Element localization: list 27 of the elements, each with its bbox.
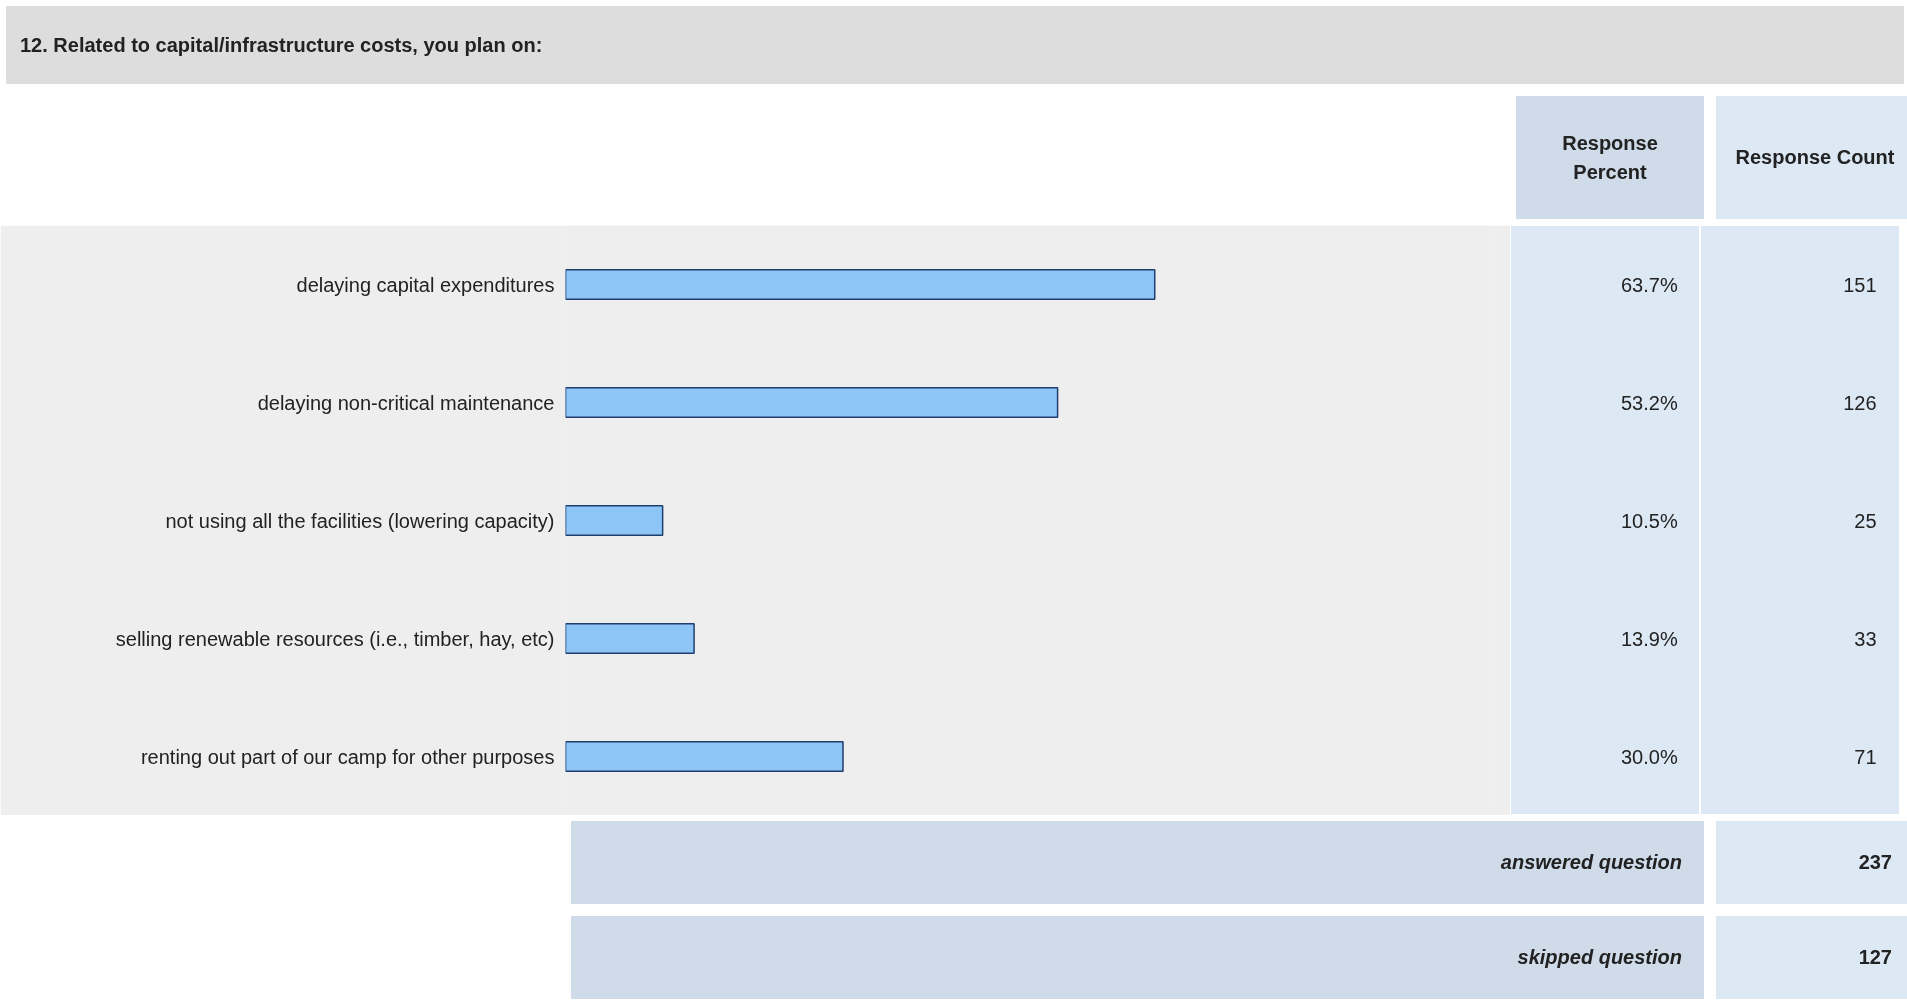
- bar: [565, 623, 695, 654]
- text: 33: [1854, 627, 1877, 650]
- y-tick-label: renting out part of our camp for other purposes: [140, 745, 555, 768]
- y-tick-label: delaying non-critical maintenance: [257, 391, 555, 414]
- text: Response Count: [1735, 145, 1895, 171]
- y-tick-label: not using all the facilities (lowering capacity): [165, 509, 555, 532]
- text: 237: [1858, 850, 1892, 876]
- bar: [565, 269, 1156, 300]
- text: 127: [1858, 945, 1892, 971]
- text: Response Percent: [1561, 130, 1659, 185]
- y-tick-label: delaying capital expenditures: [296, 273, 555, 296]
- data-label: 30.0%: [1620, 745, 1678, 768]
- text: 151: [1843, 273, 1877, 296]
- text: 12. Related to capital/infrastructure costs, you plan on:: [20, 32, 543, 58]
- text: skipped question: [1517, 945, 1682, 971]
- data-label: 13.9%: [1620, 627, 1678, 650]
- data-label: 63.7%: [1620, 273, 1678, 296]
- data-label: 53.2%: [1620, 391, 1678, 414]
- text: answered question: [1500, 850, 1682, 876]
- y-tick-label: selling renewable resources (i.e., timber, hay, etc): [115, 627, 555, 650]
- data-label: 10.5%: [1620, 509, 1678, 532]
- bar: [565, 387, 1059, 418]
- text: 126: [1843, 391, 1877, 414]
- bar: [565, 741, 844, 772]
- text: 71: [1854, 745, 1877, 768]
- text: 25: [1854, 509, 1877, 532]
- bar: [565, 505, 664, 536]
